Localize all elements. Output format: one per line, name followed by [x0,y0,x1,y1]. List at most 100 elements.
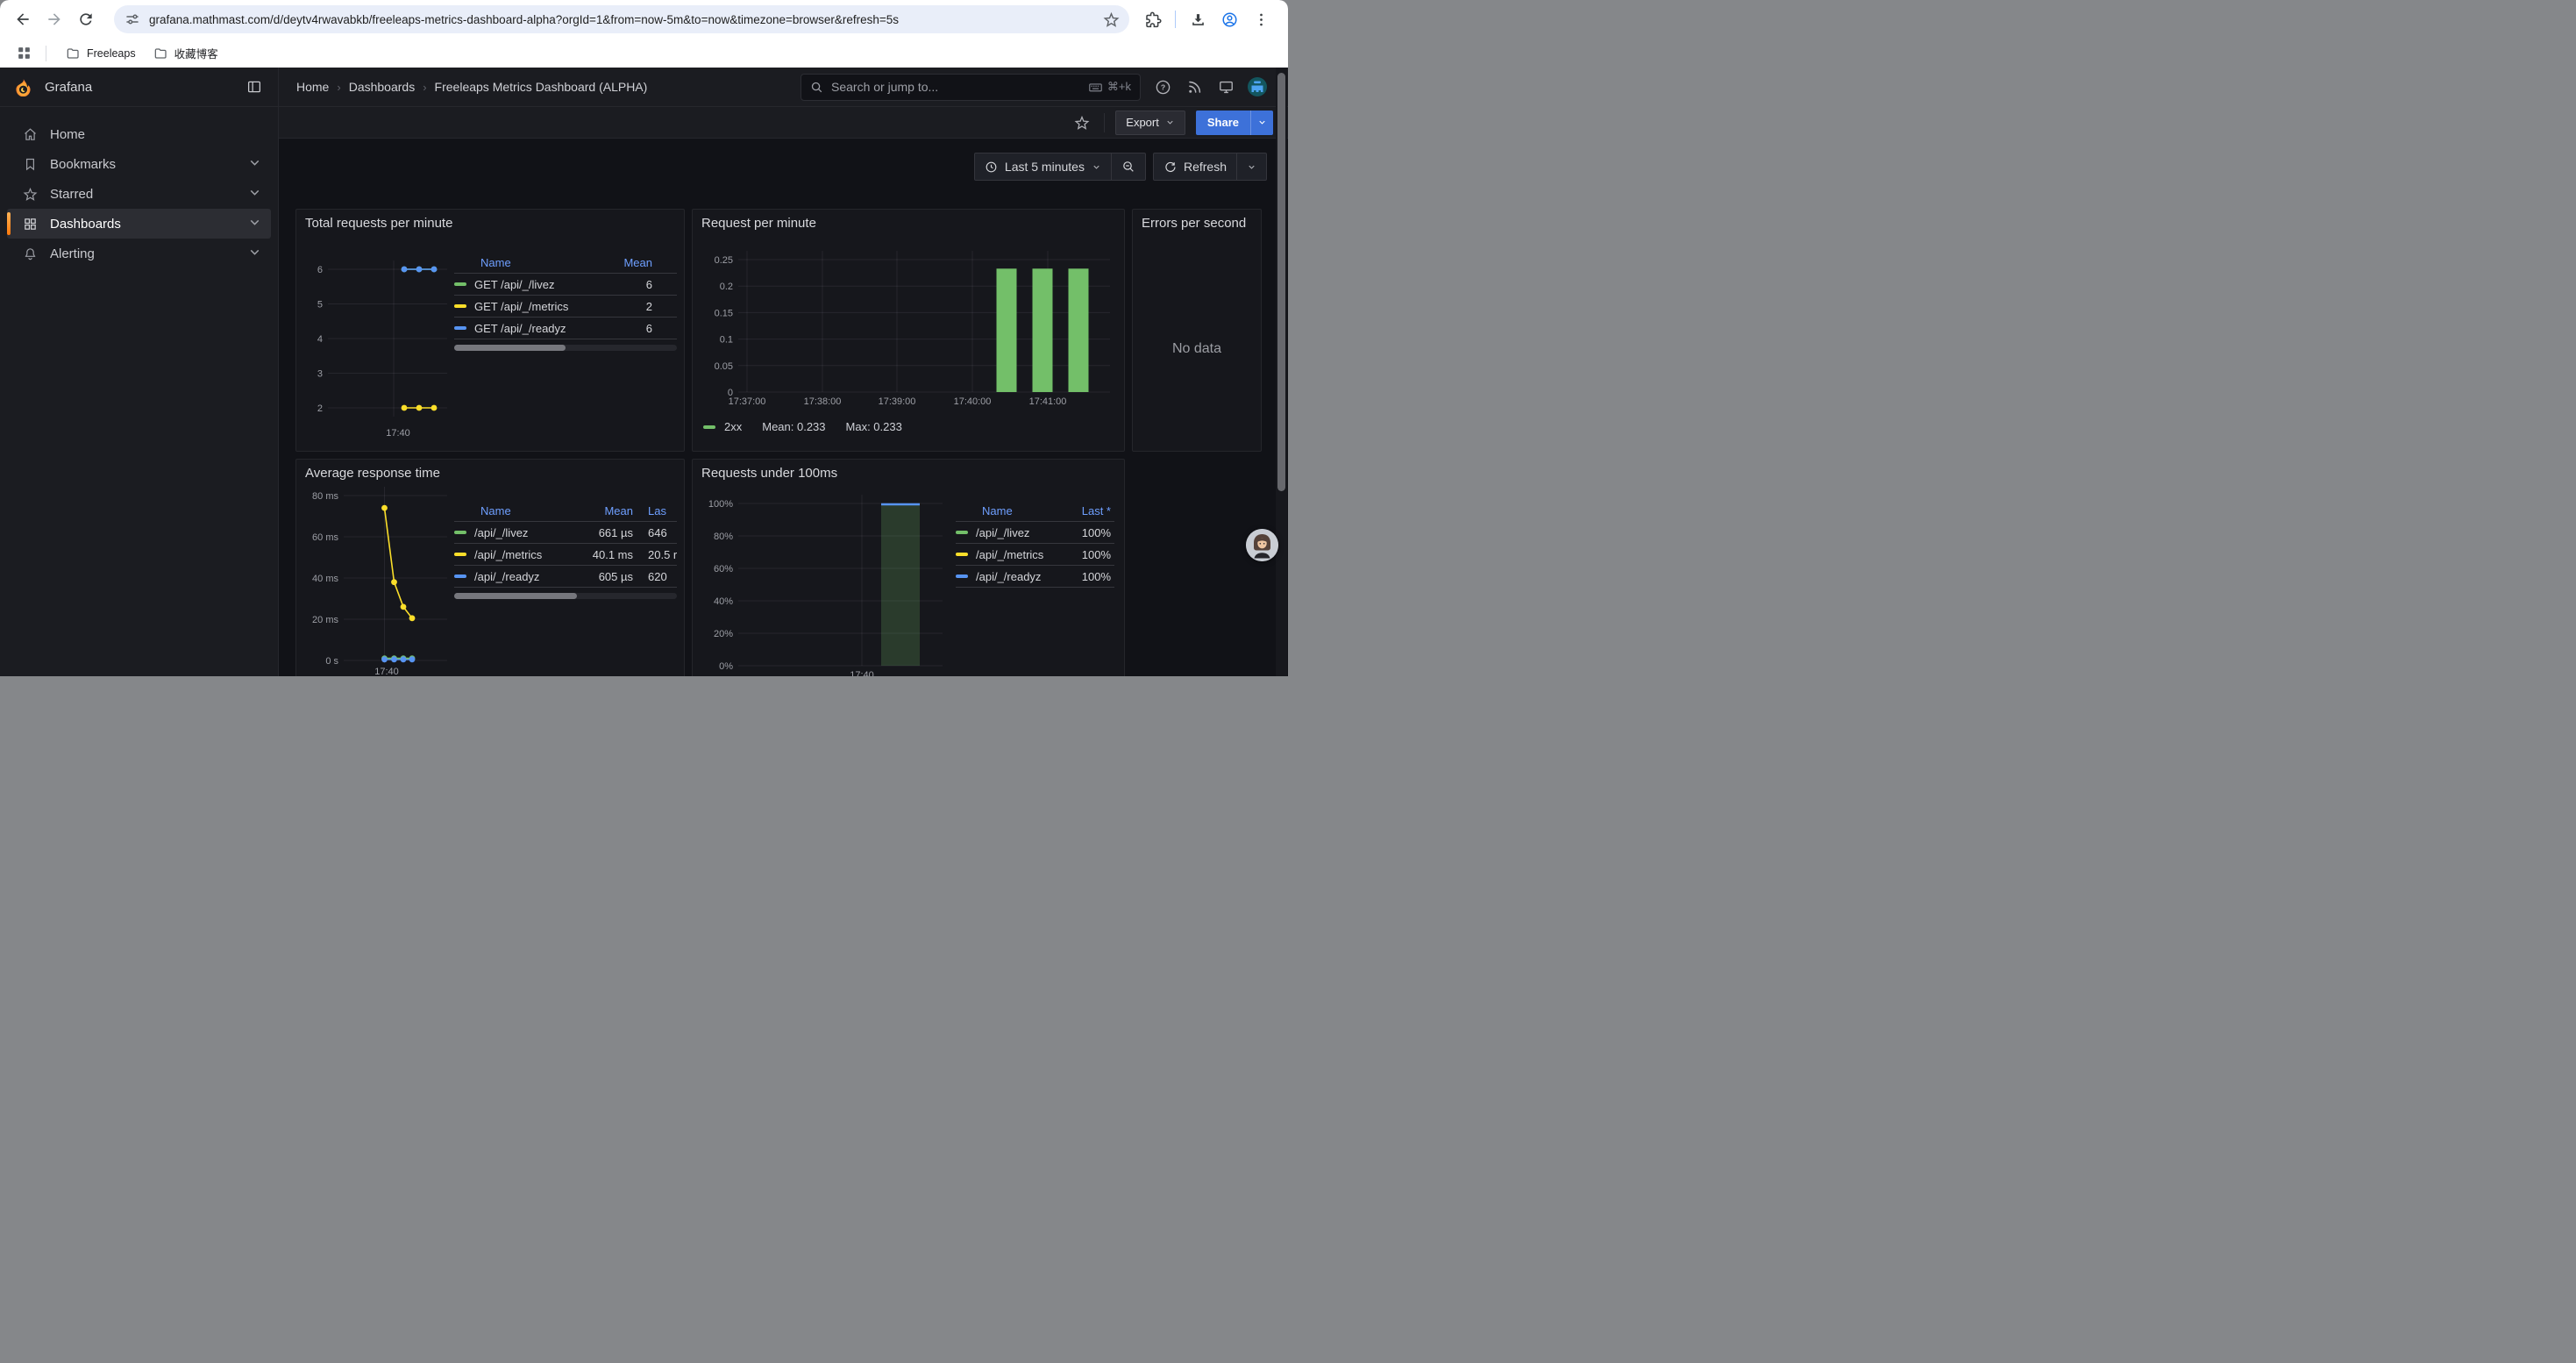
svg-text:0.2: 0.2 [720,282,733,292]
share-button[interactable]: Share [1196,111,1250,135]
assistant-avatar-widget[interactable] [1246,529,1278,561]
zoom-out-time-button[interactable] [1111,153,1145,180]
panel-title[interactable]: Errors per second [1142,216,1246,231]
series-name: GET /api/_/livez [474,278,555,291]
legend-column-name[interactable]: Name [454,504,587,517]
series-swatch [454,574,466,578]
legend-row[interactable]: /api/_/livez100% [956,522,1114,544]
svg-text:20%: 20% [714,629,733,639]
time-range-picker[interactable]: Last 5 minutes [975,153,1111,180]
legend-column-last[interactable]: Last * [1066,504,1114,517]
bar-chart[interactable]: 0.250.20.150.10.05017:37:0017:38:0017:39… [693,210,1124,451]
panel-title[interactable]: Requests under 100ms [701,466,837,481]
header-icons: ? [1151,75,1269,98]
browser-menu-button[interactable] [1248,6,1274,32]
svg-text:20 ms: 20 ms [312,615,338,625]
panel-title[interactable]: Average response time [305,466,440,481]
legend-column-name[interactable]: Name [956,504,1066,517]
forward-button[interactable] [39,4,70,35]
url-bar[interactable] [114,5,1129,33]
sidebar-item-label: Bookmarks [50,157,116,172]
share-menu-button[interactable] [1250,111,1273,135]
news-button[interactable] [1183,75,1206,98]
legend-row[interactable]: GET /api/_/readyz6 [454,318,677,339]
breadcrumb-item-freeleaps[interactable]: Freeleaps Metrics Dashboard (ALPHA) [435,80,648,94]
breadcrumb-item-dashboards[interactable]: Dashboards [349,80,416,94]
legend-row[interactable]: /api/_/metrics40.1 ms20.5 r [454,544,677,566]
screen: Freeleaps 收藏博客 Grafana [0,0,1288,682]
legend-table: NameMeanLas/api/_/livez661 µs646/api/_/m… [454,500,677,599]
dashboard-canvas: Last 5 minutes [279,139,1288,676]
legend-scrollbar[interactable] [454,345,677,351]
legend-value: 661 µs [587,526,637,539]
breadcrumb-item-home[interactable]: Home [296,80,329,94]
sidebar-item-alerting[interactable]: Alerting [7,239,271,268]
bookmark-label: Freeleaps [87,47,136,60]
back-icon [14,11,32,28]
panel-left-icon [246,79,262,95]
sidebar: Home Bookmarks StarredDashboards Alerting [0,107,279,676]
legend-stats[interactable]: 2xx Mean: 0.233 Max: 0.233 [703,420,902,433]
grafana-header: Grafana Home›Dashboards›Freeleaps Metric… [0,68,1288,107]
bookmark-folder-freeleaps[interactable]: Freeleaps [57,43,145,64]
kiosk-mode-button[interactable] [1214,75,1237,98]
reload-button[interactable] [70,4,102,35]
legend-scrollbar[interactable] [454,593,677,599]
legend-column-las[interactable]: Las [637,504,677,517]
apps-button[interactable] [11,40,37,67]
legend-value: 2 [608,300,656,313]
legend-row[interactable]: /api/_/metrics100% [956,544,1114,566]
svg-text:80 ms: 80 ms [312,491,338,502]
legend-table: NameMean GET /api/_/livez6GET /api/_/metr… [454,252,677,351]
legend-value: 100% [1066,570,1114,583]
sidebar-item-home[interactable]: Home [7,119,271,149]
panel-request-per-minute: Request per minute 0.250.20.150.10.05017… [692,209,1125,452]
export-button[interactable]: Export [1115,111,1185,135]
dashboards-grid-icon [23,217,38,232]
svg-text:17:38:00: 17:38:00 [804,396,842,407]
back-button[interactable] [7,4,39,35]
search-input[interactable] [831,80,1088,94]
panel-title[interactable]: Total requests per minute [305,216,452,231]
legend-column-mean[interactable]: Mean [608,256,656,269]
dock-menu-button[interactable] [243,75,266,98]
panel-title[interactable]: Request per minute [701,216,816,231]
sidebar-item-label: Alerting [50,246,95,261]
extensions-button[interactable] [1140,6,1166,32]
refresh-interval-button[interactable] [1236,153,1266,180]
legend-table: NameLast * /api/_/livez100%/api/_/metrics… [956,500,1114,588]
legend-row[interactable]: GET /api/_/livez6 [454,274,677,296]
legend-row[interactable]: /api/_/readyz100% [956,566,1114,588]
legend-row[interactable]: /api/_/readyz605 µs620 [454,566,677,588]
search-box[interactable]: ⌘+k [801,74,1141,101]
legend-row[interactable]: GET /api/_/metrics2 [454,296,677,318]
panel-average-response-time: Average response time 80 ms60 ms40 ms20 … [295,459,685,676]
legend-row[interactable]: /api/_/livez661 µs646 [454,522,677,544]
avatar-robot-icon [1247,76,1268,97]
scrollbar-thumb[interactable] [1277,73,1285,491]
dashboard-toolbar: Export Share [279,107,1288,139]
user-avatar[interactable] [1246,75,1269,98]
sidebar-item-starred[interactable]: Starred [7,179,271,209]
sidebar-item-dashboards[interactable]: Dashboards [7,209,271,239]
sidebar-item-bookmarks[interactable]: Bookmarks [7,149,271,179]
legend-column-name[interactable]: Name [454,256,608,269]
panel-requests-under-100ms: Requests under 100ms 100%80%60%40%20%0%1… [692,459,1125,676]
max-stat: Max: 0.233 [846,420,902,433]
bookmark-folder-blogs[interactable]: 收藏博客 [145,41,227,65]
downloads-button[interactable] [1185,6,1211,32]
page-scrollbar[interactable] [1276,68,1287,676]
search-icon [810,81,823,94]
svg-text:60%: 60% [714,564,733,574]
site-settings-icon[interactable] [125,11,140,27]
girl-avatar-icon [1246,529,1278,561]
favorite-dashboard-button[interactable] [1071,111,1093,134]
help-button[interactable]: ? [1151,75,1174,98]
svg-text:0.25: 0.25 [715,255,733,266]
profile-button[interactable] [1216,6,1242,32]
url-input[interactable] [149,13,1098,26]
toolbar-divider [1175,11,1176,28]
refresh-button[interactable]: Refresh [1154,153,1236,180]
bookmark-page-button[interactable] [1098,6,1124,32]
legend-column-mean[interactable]: Mean [587,504,637,517]
